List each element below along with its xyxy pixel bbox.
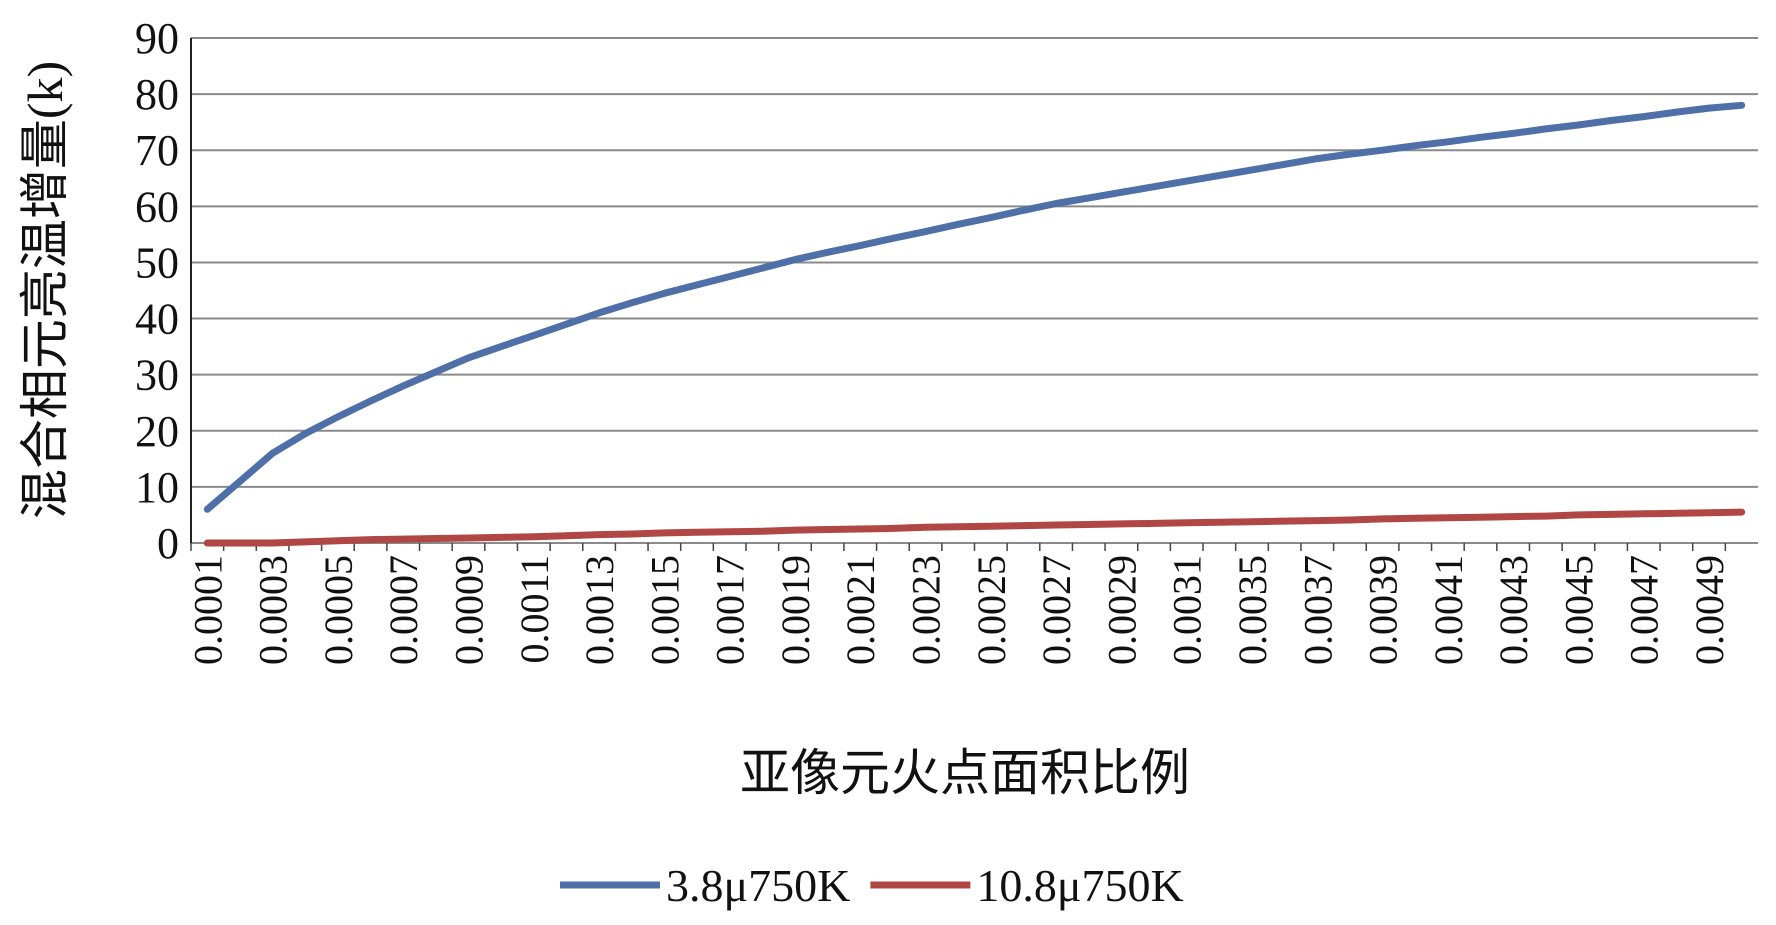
x-tick-label: 0.0013 (577, 555, 622, 665)
y-tick-label: 30 (135, 351, 179, 400)
x-tick-label: 0.0005 (316, 555, 361, 665)
x-tick-label: 0.0027 (1034, 555, 1079, 665)
y-tick-label: 0 (157, 519, 179, 568)
legend-label: 10.8μ750K (976, 860, 1183, 911)
x-tick-label: 0.0049 (1687, 555, 1732, 665)
x-axis-title: 亚像元火点面积比例 (740, 745, 1190, 801)
y-tick-label: 20 (135, 407, 179, 456)
y-tick-label: 90 (135, 14, 179, 63)
x-tick-label: 0.0035 (1230, 555, 1275, 665)
x-tick-label: 0.0017 (708, 555, 753, 665)
x-tick-label: 0.0039 (1361, 555, 1406, 665)
x-tick-label: 0.0009 (446, 555, 491, 665)
x-tick-label: 0.0029 (1099, 555, 1144, 665)
x-tick-label: 0.0015 (642, 555, 687, 665)
y-tick-label: 40 (135, 295, 179, 344)
y-tick-label: 70 (135, 126, 179, 175)
y-tick-label: 60 (135, 182, 179, 231)
y-tick-label: 80 (135, 70, 179, 119)
x-tick-label: 0.0037 (1295, 555, 1340, 665)
y-axis-title: 混合相元亮温增量(k) (17, 61, 73, 519)
x-tick-label: 0.0007 (381, 555, 426, 665)
x-tick-label: 0.0019 (773, 555, 818, 665)
x-tick-label: 0.0001 (185, 555, 230, 665)
data-line (203, 101, 1746, 513)
y-tick-label: 10 (135, 463, 179, 512)
x-tick-label: 0.0031 (1165, 555, 1210, 665)
x-tick-label: 0.0041 (1426, 555, 1471, 665)
y-tick-label: 50 (135, 238, 179, 287)
x-tick-label: 0.0011 (512, 555, 557, 664)
x-tick-label: 0.0025 (969, 555, 1014, 665)
x-tick-label: 0.0023 (904, 555, 949, 665)
legend-label: 3.8μ750K (666, 860, 850, 911)
x-tick-label: 0.0021 (838, 555, 883, 665)
x-tick-label: 0.0047 (1622, 555, 1667, 665)
x-tick-label: 0.0003 (251, 555, 296, 665)
data-line (203, 508, 1746, 547)
x-tick-label: 0.0045 (1556, 555, 1601, 665)
x-tick-label: 0.0043 (1491, 555, 1536, 665)
